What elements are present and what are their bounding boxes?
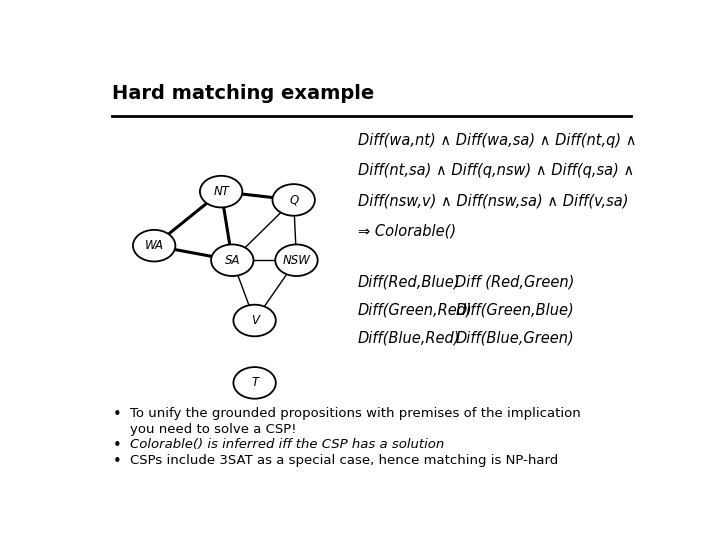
Text: Diff(nt,sa) ∧ Diff(q,nsw) ∧ Diff(q,sa) ∧: Diff(nt,sa) ∧ Diff(q,nsw) ∧ Diff(q,sa) ∧ (358, 163, 634, 178)
Text: •: • (112, 454, 121, 469)
Text: T: T (251, 376, 258, 389)
Text: Diff(Green,Red): Diff(Green,Red) (358, 302, 472, 318)
Text: SA: SA (225, 254, 240, 267)
Text: NT: NT (213, 185, 229, 198)
Text: Diff(wa,nt) ∧ Diff(wa,sa) ∧ Diff(nt,q) ∧: Diff(wa,nt) ∧ Diff(wa,sa) ∧ Diff(nt,q) ∧ (358, 133, 636, 148)
Text: NSW: NSW (282, 254, 310, 267)
Circle shape (200, 176, 243, 207)
Text: •: • (112, 407, 121, 422)
Text: Diff(Green,Blue): Diff(Green,Blue) (456, 302, 575, 318)
Text: WA: WA (145, 239, 163, 252)
Circle shape (272, 184, 315, 216)
Text: Diff(Red,Blue): Diff(Red,Blue) (358, 275, 460, 290)
Circle shape (275, 245, 318, 276)
Circle shape (233, 367, 276, 399)
Text: Colorable() is inferred iff the CSP has a solution: Colorable() is inferred iff the CSP has … (130, 438, 444, 451)
Text: CSPs include 3SAT as a special case, hence matching is NP-hard: CSPs include 3SAT as a special case, hen… (130, 454, 559, 468)
Text: •: • (112, 438, 121, 453)
Text: To unify the grounded propositions with premises of the implication: To unify the grounded propositions with … (130, 407, 581, 420)
Text: Diff(Blue,Red): Diff(Blue,Red) (358, 330, 460, 346)
Text: Diff (Red,Green): Diff (Red,Green) (456, 275, 575, 290)
Text: you need to solve a CSP!: you need to solve a CSP! (130, 423, 297, 436)
Text: V: V (251, 314, 258, 327)
Circle shape (233, 305, 276, 336)
Text: ⇒ Colorable(): ⇒ Colorable() (358, 223, 456, 238)
Text: Q: Q (289, 193, 298, 206)
Text: Diff(nsw,v) ∧ Diff(nsw,sa) ∧ Diff(v,sa): Diff(nsw,v) ∧ Diff(nsw,sa) ∧ Diff(v,sa) (358, 193, 629, 208)
Circle shape (211, 245, 253, 276)
Text: Diff(Blue,Green): Diff(Blue,Green) (456, 330, 575, 346)
Text: Hard matching example: Hard matching example (112, 84, 374, 103)
Circle shape (133, 230, 176, 261)
